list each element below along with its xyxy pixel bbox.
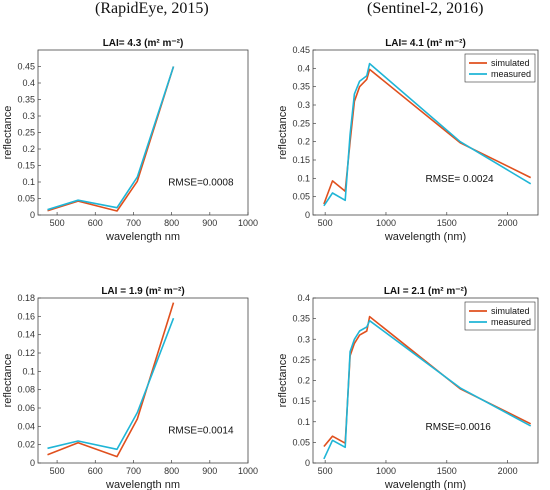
y-tick-label: 0.15	[292, 155, 310, 165]
y-tick-label: 0.25	[292, 355, 310, 365]
y-tick-label: 0.25	[17, 128, 35, 138]
x-axis-label: wavelength nm	[105, 231, 180, 243]
y-tick-label: 0.1	[297, 417, 310, 427]
plot-frame	[37, 297, 249, 464]
x-tick-label: 800	[164, 466, 179, 476]
y-tick-label: 0.1	[22, 366, 35, 376]
y-tick-label: 0	[305, 210, 310, 220]
header-rapideye: (RapidEye, 2015)	[95, 0, 209, 17]
y-tick-label: 0.04	[17, 421, 35, 431]
y-tick-label: 0.3	[297, 334, 310, 344]
y-tick-label: 0.1	[22, 177, 35, 187]
y-tick-label: 0.35	[292, 82, 310, 92]
y-tick-label: 0	[305, 458, 310, 468]
x-tick-label: 2000	[498, 218, 518, 228]
x-tick-label: 1500	[437, 218, 457, 228]
y-tick-label: 0.45	[292, 45, 310, 55]
y-tick-label: 0	[30, 458, 35, 468]
x-axis-label: wavelength nm	[105, 479, 180, 490]
y-tick-label: 0.12	[17, 348, 35, 358]
y-tick-label: 0.1	[297, 173, 310, 183]
y-tick-label: 0.15	[17, 161, 35, 171]
y-tick-label: 0.02	[17, 440, 35, 450]
y-tick-label: 0	[30, 210, 35, 220]
series-line-measured	[47, 317, 175, 451]
series-line-simulated	[323, 315, 532, 448]
series-line-simulated	[47, 66, 175, 212]
x-tick-label: 700	[126, 218, 141, 228]
rmse-annotation: RMSE=0.0008	[168, 177, 234, 188]
y-tick-label: 0.4	[297, 293, 310, 303]
chart-title: LAI= 4.1 (m² m⁻²)	[385, 38, 466, 49]
y-axis-label: reflectance	[2, 354, 14, 408]
x-tick-label: 1500	[437, 466, 457, 476]
chart-title: LAI = 2.1 (m² m⁻²)	[384, 286, 467, 297]
header-sentinel2: (Sentinel-2, 2016)	[367, 0, 484, 17]
y-tick-label: 0.16	[17, 311, 35, 321]
chart-title: LAI= 4.3 (m² m⁻²)	[103, 38, 184, 49]
x-axis-label: wavelength (nm)	[384, 479, 466, 490]
x-tick-label: 600	[88, 466, 103, 476]
y-tick-label: 0.2	[22, 144, 35, 154]
rmse-annotation: RMSE=0.0016	[426, 422, 492, 433]
chart-panel-1: 500 600 700 800 900 1000 0 0.05 0.1 0.15 0.2 0.25 0.…	[2, 38, 258, 243]
y-tick-label: 0.3	[297, 100, 310, 110]
legend-label-measured: measured	[491, 317, 531, 327]
y-tick-label: 0.35	[17, 95, 35, 105]
x-tick-label: 1000	[376, 218, 396, 228]
x-tick-label: 500	[50, 466, 65, 476]
series-line-measured	[323, 319, 532, 460]
legend-label-simulated: simulated	[491, 306, 530, 316]
y-tick-label: 0.2	[297, 137, 310, 147]
x-tick-label: 700	[126, 466, 141, 476]
y-tick-label: 0.18	[17, 293, 35, 303]
x-tick-label: 1000	[376, 466, 396, 476]
x-tick-label: 1000	[238, 218, 258, 228]
y-tick-label: 0.08	[17, 385, 35, 395]
x-tick-label: 2000	[498, 466, 518, 476]
x-tick-label: 900	[202, 466, 217, 476]
series-line-measured	[323, 62, 532, 207]
x-tick-label: 500	[50, 218, 65, 228]
x-tick-label: 500	[318, 218, 333, 228]
series-line-measured	[47, 66, 175, 211]
legend-box	[464, 301, 536, 331]
legend-box	[464, 53, 536, 83]
y-tick-label: 0.05	[292, 192, 310, 202]
x-tick-label: 800	[164, 218, 179, 228]
y-tick-label: 0.35	[292, 314, 310, 324]
legend-label-measured: measured	[491, 69, 531, 79]
x-tick-label: 500	[318, 466, 333, 476]
y-axis-label: reflectance	[277, 354, 289, 408]
plot-frame	[37, 49, 249, 216]
y-tick-label: 0.4	[297, 63, 310, 73]
y-axis-label: reflectance	[277, 106, 289, 160]
y-tick-label: 0.45	[17, 62, 35, 72]
legend-label-simulated: simulated	[491, 58, 530, 68]
rmse-annotation: RMSE=0.0014	[168, 425, 234, 436]
chart-panel-2: 500 1000 1500 2000 0 0.05 0.1 0.15 0.2 0.25 0.3 0.3…	[277, 38, 539, 243]
y-tick-label: 0.4	[22, 78, 35, 88]
y-tick-label: 0.05	[17, 194, 35, 204]
y-tick-label: 0.25	[292, 118, 310, 128]
chart-title: LAI = 1.9 (m² m⁻²)	[101, 286, 184, 297]
x-axis-label: wavelength (nm)	[384, 231, 466, 243]
x-tick-label: 900	[202, 218, 217, 228]
rmse-annotation: RMSE= 0.0024	[426, 174, 495, 185]
y-tick-label: 0.2	[297, 376, 310, 386]
y-tick-label: 0.06	[17, 403, 35, 413]
series-line-simulated	[323, 68, 532, 205]
y-tick-label: 0.05	[292, 437, 310, 447]
x-tick-label: 600	[88, 218, 103, 228]
y-tick-label: 0.3	[22, 111, 35, 121]
chart-panel-4: 500 1000 1500 2000 0 0.05 0.1 0.15 0.2 0.25 0.3 0.3…	[277, 286, 539, 490]
y-tick-label: 0.14	[17, 330, 35, 340]
y-tick-label: 0.15	[292, 396, 310, 406]
x-tick-label: 1000	[238, 466, 258, 476]
y-axis-label: reflectance	[2, 106, 14, 160]
chart-panel-3: 500 600 700 800 900 1000 0 0.02 0.04 0.06 0.08 0.1 0…	[2, 286, 258, 490]
